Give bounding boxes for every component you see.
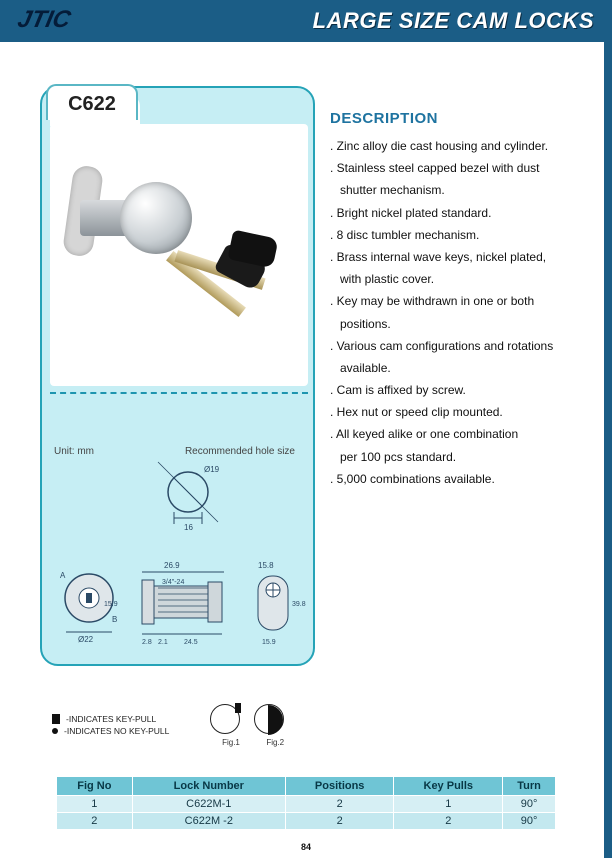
table-header: Turn: [503, 777, 556, 796]
description-line: per 100 pcs standard.: [330, 446, 590, 468]
description-line: positions.: [330, 313, 590, 335]
description-line: 8 disc tumbler mechanism.: [330, 224, 590, 246]
header-bar: JTIC LARGE SIZE CAM LOCKS: [0, 0, 612, 42]
table-header: Lock Number: [132, 777, 285, 796]
description-line: 5,000 combinations available.: [330, 468, 590, 490]
description-line: with plastic cover.: [330, 268, 590, 290]
description-line: Stainless steel capped bezel with dust: [330, 157, 590, 179]
fig2-circle: [254, 704, 284, 734]
svg-text:Ø22: Ø22: [78, 635, 94, 644]
description-line: Zinc alloy die cast housing and cylinder…: [330, 135, 590, 157]
figure-diagrams: Fig.1 Fig.2: [210, 704, 350, 747]
svg-text:26.9: 26.9: [164, 561, 180, 570]
description-line: Key may be withdrawn in one or both: [330, 290, 590, 312]
table-header: Key Pulls: [394, 777, 503, 796]
svg-text:15.9: 15.9: [262, 639, 276, 646]
unit-label: Unit: mm: [54, 446, 94, 457]
dot-icon: [52, 728, 58, 734]
table-row: 1C622M-12190°: [57, 796, 556, 813]
table-cell: C622M-1: [132, 796, 285, 813]
description-line: Bright nickel plated standard.: [330, 202, 590, 224]
fig1-circle: [210, 704, 240, 734]
description-line: Hex nut or speed clip mounted.: [330, 401, 590, 423]
description-line: Various cam configurations and rotations: [330, 335, 590, 357]
keys-illustration: [170, 234, 290, 354]
description-line: available.: [330, 357, 590, 379]
table-cell: 2: [394, 813, 503, 830]
page-number: 84: [0, 842, 612, 852]
svg-text:B: B: [112, 615, 117, 624]
hole-size-label: Recommended hole size: [185, 446, 295, 457]
table-header: Fig No: [57, 777, 133, 796]
brand-logo: JTIC: [15, 6, 73, 34]
legend-nokeypull: -INDICATES NO KEY-PULL: [64, 726, 169, 736]
description-block: DESCRIPTION Zinc alloy die cast housing …: [330, 110, 590, 490]
table-cell: 90°: [503, 796, 556, 813]
table-cell: C622M -2: [132, 813, 285, 830]
svg-text:39.8: 39.8: [292, 601, 306, 608]
svg-text:A: A: [60, 571, 66, 580]
table-header: Positions: [285, 777, 394, 796]
page-title: LARGE SIZE CAM LOCKS: [313, 8, 594, 34]
key-pull-legend: -INDICATES KEY-PULL -INDICATES NO KEY-PU…: [52, 714, 169, 738]
svg-text:15.8: 15.8: [258, 561, 274, 570]
product-panel: Unit: mm Recommended hole size Ø19 16 A …: [40, 86, 315, 666]
fig1-label: Fig.1: [210, 738, 252, 747]
legend-keypull: -INDICATES KEY-PULL: [66, 714, 156, 724]
product-code-tab: C622: [46, 84, 138, 120]
product-photo: [50, 124, 308, 386]
table-row: 2C622M -22290°: [57, 813, 556, 830]
filled-square-icon: [52, 714, 60, 724]
svg-text:3/4"-24: 3/4"-24: [162, 579, 184, 586]
svg-text:Ø19: Ø19: [204, 465, 220, 474]
technical-diagrams: Ø19 16 A B 15.9 Ø22 26.9 3/4"-24 2.8: [50, 458, 308, 658]
panel-divider: [50, 392, 308, 394]
svg-text:16: 16: [184, 523, 193, 532]
description-title: DESCRIPTION: [330, 110, 590, 127]
right-edge-strip: [604, 42, 612, 858]
table-cell: 2: [285, 813, 394, 830]
svg-text:2.8: 2.8: [142, 639, 152, 646]
spec-table: Fig NoLock NumberPositionsKey PullsTurn …: [56, 776, 556, 830]
lock-illustration: [80, 174, 160, 278]
table-cell: 2: [57, 813, 133, 830]
svg-text:24.5: 24.5: [184, 639, 198, 646]
description-line: shutter mechanism.: [330, 179, 590, 201]
description-list: Zinc alloy die cast housing and cylinder…: [330, 135, 590, 490]
table-cell: 1: [394, 796, 503, 813]
svg-text:15.9: 15.9: [104, 601, 118, 608]
table-cell: 1: [57, 796, 133, 813]
description-line: Cam is affixed by screw.: [330, 379, 590, 401]
description-line: All keyed alike or one combination: [330, 423, 590, 445]
description-line: Brass internal wave keys, nickel plated,: [330, 246, 590, 268]
table-cell: 90°: [503, 813, 556, 830]
fig2-label: Fig.2: [254, 738, 296, 747]
svg-text:2.1: 2.1: [158, 639, 168, 646]
table-cell: 2: [285, 796, 394, 813]
